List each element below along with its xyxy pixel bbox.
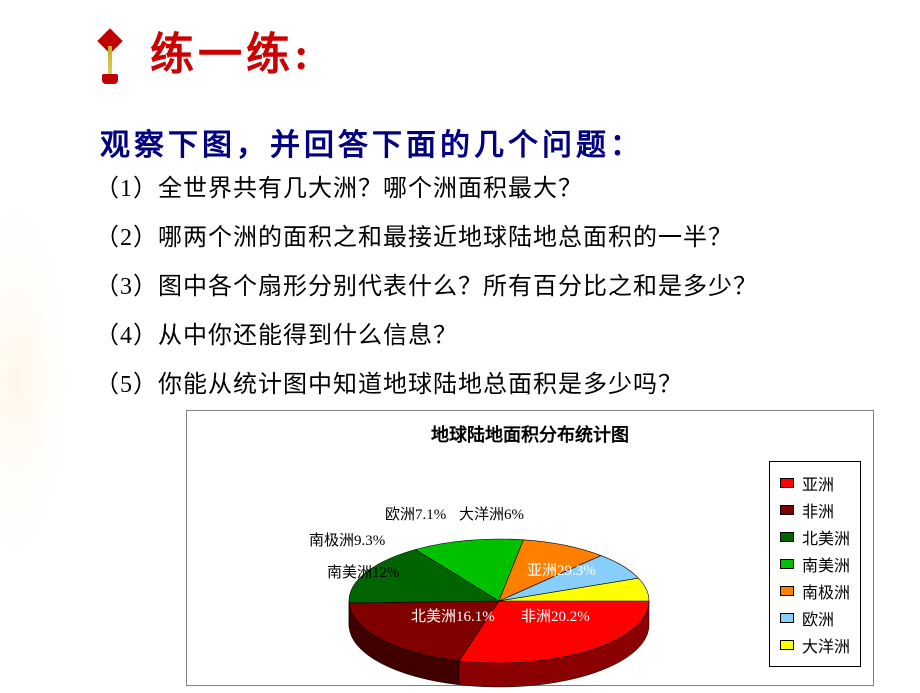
chart-title: 地球陆地面积分布统计图 <box>187 411 873 453</box>
legend-item-南极洲: 南极洲 <box>780 579 850 603</box>
chart-body: 亚洲29.3% 非洲20.2% 北美洲16.1% 南美洲12% 南极洲9.3%欧洲7.1… <box>187 453 873 685</box>
legend-swatch <box>780 478 794 488</box>
pie-label-亚洲: 亚洲29.3% <box>527 559 596 580</box>
bullet-ornament-icon <box>90 28 130 88</box>
pie-chart-container: 地球陆地面积分布统计图 亚洲29.3% 非洲20.2% 北美洲16.1% 南美洲12%… <box>186 410 874 686</box>
legend-label: 非洲 <box>802 498 834 522</box>
legend-label: 亚洲 <box>802 471 834 495</box>
legend-swatch <box>780 613 794 623</box>
pie-label-南美洲: 南美洲12% <box>327 561 400 582</box>
legend-swatch <box>780 505 794 515</box>
pie-label-非洲: 非洲20.2% <box>521 605 590 626</box>
legend-swatch <box>780 640 794 650</box>
legend-swatch <box>780 532 794 542</box>
question-4: （4）从中你还能得到什么信息？ <box>95 315 758 350</box>
legend-label: 南美洲 <box>802 552 850 576</box>
legend-item-大洋洲: 大洋洲 <box>780 633 850 657</box>
legend-label: 大洋洲 <box>802 633 850 657</box>
subtitle: 观察下图，并回答下面的几个问题： <box>100 120 644 164</box>
question-5: （5）你能从统计图中知道地球陆地总面积是多少吗？ <box>95 364 758 399</box>
legend-item-南美洲: 南美洲 <box>780 552 850 576</box>
chart-legend: 亚洲非洲北美洲南美洲南极洲欧洲大洋洲 <box>769 461 861 667</box>
background-graphic <box>0 180 100 580</box>
question-2: （2）哪两个洲的面积之和最接近地球陆地总面积的一半？ <box>95 217 758 252</box>
page-title: 练一练: <box>150 18 313 82</box>
legend-label: 南极洲 <box>802 579 850 603</box>
pie-area: 亚洲29.3% 非洲20.2% 北美洲16.1% 南美洲12% 南极洲9.3%欧洲7.1… <box>199 453 769 663</box>
legend-item-非洲: 非洲 <box>780 498 850 522</box>
legend-swatch <box>780 586 794 596</box>
pie-label-欧洲: 欧洲7.1% <box>385 503 446 524</box>
pie-label-南极洲: 南极洲9.3% <box>309 529 385 550</box>
pie-label-大洋洲: 大洋洲6% <box>459 503 524 524</box>
legend-label: 欧洲 <box>802 606 834 630</box>
legend-label: 北美洲 <box>802 525 850 549</box>
question-list: （1）全世界共有几大洲？哪个洲面积最大？ （2）哪两个洲的面积之和最接近地球陆地… <box>95 168 758 413</box>
legend-swatch <box>780 559 794 569</box>
question-3: （3）图中各个扇形分别代表什么？所有百分比之和是多少？ <box>95 266 758 301</box>
legend-item-北美洲: 北美洲 <box>780 525 850 549</box>
pie-label-北美洲: 北美洲16.1% <box>411 605 495 626</box>
legend-item-欧洲: 欧洲 <box>780 606 850 630</box>
legend-item-亚洲: 亚洲 <box>780 471 850 495</box>
question-1: （1）全世界共有几大洲？哪个洲面积最大？ <box>95 168 758 203</box>
